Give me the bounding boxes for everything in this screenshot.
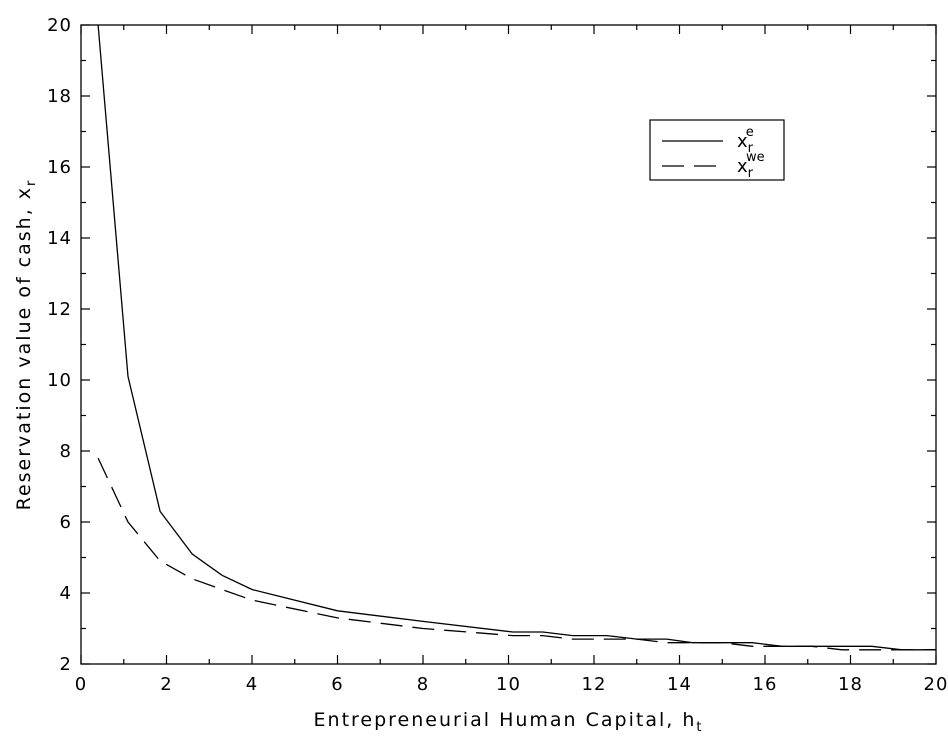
legend-label-xrwe-subscript: r xyxy=(748,166,754,181)
x-tick-label: 4 xyxy=(246,674,258,695)
x-tick-label: 6 xyxy=(331,674,343,695)
y-axis-title-main: Reservation value of cash, x xyxy=(13,186,35,510)
legend-label-xre-main: x xyxy=(737,131,748,152)
y-tick-label: 14 xyxy=(47,228,72,249)
y-tick-label: 2 xyxy=(60,654,72,675)
series-line-e xyxy=(97,24,936,651)
y-tick-label: 18 xyxy=(47,86,72,107)
legend-label-xrwe-superscript: we xyxy=(746,150,765,165)
legend-label-xre: xre xyxy=(737,125,754,156)
x-tick-label: 18 xyxy=(838,674,863,695)
legend-label-xrwe-main: x xyxy=(737,156,748,177)
plot-frame xyxy=(80,24,937,665)
y-axis-title-subscript: r xyxy=(24,179,39,186)
x-axis-title-subscript: t xyxy=(696,720,703,735)
x-axis-title: Entrepreneurial Human Capital, ht xyxy=(314,709,704,735)
legend-label-xre-subscript: r xyxy=(748,141,754,156)
legend-label-xrwe: xrwe xyxy=(737,150,765,181)
series-line-we xyxy=(97,457,936,651)
y-tick-label: 6 xyxy=(60,512,72,533)
y-tick-label: 4 xyxy=(60,583,72,604)
axis-ticks xyxy=(80,24,937,665)
x-tick-label: 0 xyxy=(75,674,87,695)
x-tick-label: 2 xyxy=(160,674,172,695)
legend: xre xrwe xyxy=(649,119,785,181)
y-tick-label: 12 xyxy=(47,299,72,320)
series-layer xyxy=(97,24,936,651)
x-tick-label: 16 xyxy=(753,674,778,695)
legend-label-xre-superscript: e xyxy=(746,125,754,140)
y-tick-label: 8 xyxy=(60,441,72,462)
x-tick-label: 20 xyxy=(924,674,948,695)
x-tick-label: 8 xyxy=(417,674,429,695)
legend-box xyxy=(649,119,785,181)
x-axis-title-main: Entrepreneurial Human Capital, h xyxy=(314,709,697,731)
y-axis-title: Reservation value of cash, xr xyxy=(13,179,39,511)
x-tick-label: 14 xyxy=(667,674,692,695)
y-tick-label: 10 xyxy=(47,370,72,391)
x-tick-label: 12 xyxy=(582,674,607,695)
y-tick-label: 20 xyxy=(47,15,72,36)
y-tick-label: 16 xyxy=(47,157,72,178)
x-tick-label: 10 xyxy=(496,674,521,695)
